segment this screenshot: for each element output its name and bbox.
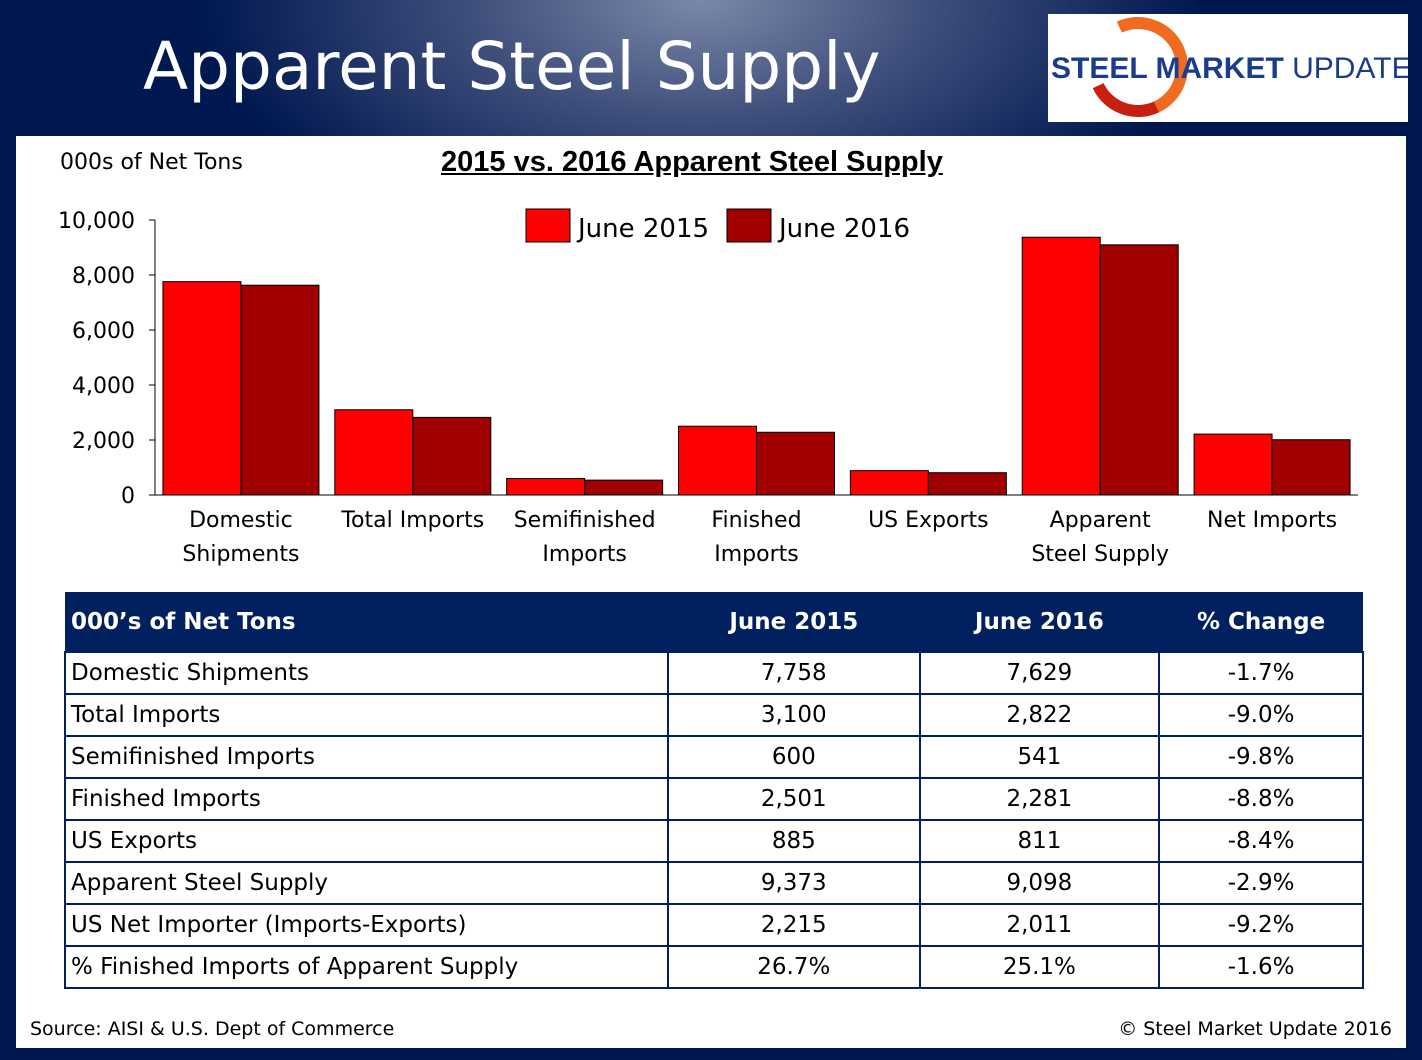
x-tick-label: Net Imports: [1207, 508, 1337, 533]
table-cell: -9.2%: [1158, 903, 1364, 947]
table-cell: 885: [666, 819, 921, 863]
x-tick-label: Domestic: [189, 508, 293, 533]
table-cell: 25.1%: [918, 945, 1161, 989]
table-cell: 7,629: [918, 651, 1161, 695]
chart-title: 2015 vs. 2016 Apparent Steel Supply: [441, 146, 943, 178]
y-tick-label: 8,000: [72, 264, 135, 289]
bar-june-2016: [240, 284, 320, 496]
x-tick-label: Steel Supply: [1031, 542, 1169, 567]
table-cell: US Exports: [64, 819, 669, 863]
table-row: Finished Imports 2,501 2,281 -8.8%: [64, 777, 1364, 821]
x-tick-label: Semifinished: [514, 508, 656, 533]
table-cell: 7,758: [666, 651, 921, 695]
table-cell: US Net Importer (Imports-Exports): [64, 903, 669, 947]
table-cell: -9.0%: [1158, 693, 1364, 737]
column-header: 000’s of Net Tons: [65, 592, 668, 652]
column-header: June 2016: [919, 592, 1160, 652]
source-note: Source: AISI & U.S. Dept of Commerce: [30, 1018, 395, 1040]
table-cell: 2,011: [918, 903, 1161, 947]
y-tick-label: 0: [121, 484, 135, 509]
data-table: 000’s of Net Tons June 2015 June 2016% Cha…: [64, 592, 1364, 989]
table-cell: Apparent Steel Supply: [64, 861, 669, 905]
table-cell: 2,501: [666, 777, 921, 821]
table-row: % Finished Imports of Apparent Supply 26.…: [64, 945, 1364, 989]
bar-june-2016: [756, 431, 835, 496]
table-cell: 2,215: [666, 903, 921, 947]
table-row: US Exports 885 811 -8.4%: [64, 819, 1364, 863]
table-row: Domestic Shipments 7,758 7,629 -1.7%: [64, 651, 1364, 695]
table-cell: 600: [666, 735, 921, 779]
bar-june-2016: [584, 479, 664, 496]
table-row: Total Imports 3,100 2,822 -9.0%: [64, 693, 1364, 737]
x-tick-label: Finished: [711, 508, 801, 533]
table-cell: -8.8%: [1158, 777, 1364, 821]
bar-june-2015: [678, 425, 757, 496]
column-header: % Change: [1159, 592, 1363, 652]
bar-june-2015: [849, 470, 929, 496]
table-cell: Total Imports: [64, 693, 669, 737]
bar-june-2016: [927, 472, 1007, 496]
y-tick-label: 4,000: [72, 374, 135, 399]
x-tick-label: US Exports: [868, 508, 989, 533]
y-axis-label: 000s of Net Tons: [60, 150, 243, 175]
y-tick-label: 10,000: [58, 209, 135, 234]
x-tick-label: Imports: [714, 542, 798, 567]
table-cell: Domestic Shipments: [64, 651, 669, 695]
bar-june-2016: [1099, 244, 1179, 496]
table-cell: 811: [918, 819, 1161, 863]
bar-june-2015: [162, 281, 242, 496]
table-cell: 2,822: [918, 693, 1161, 737]
legend-label: June 2015: [576, 214, 709, 244]
bar-june-2015: [1193, 433, 1273, 496]
bar-june-2015: [334, 409, 414, 496]
x-tick-label: Shipments: [182, 542, 299, 567]
y-tick-label: 2,000: [72, 429, 135, 454]
table-cell: -9.8%: [1158, 735, 1364, 779]
bar-june-2015: [506, 478, 586, 496]
content-panel: 000s of Net Tons 2015 vs. 2016 Apparent …: [16, 136, 1406, 1048]
table-cell: Semifinished Imports: [64, 735, 669, 779]
table-cell: 3,100: [666, 693, 921, 737]
table-cell: -1.7%: [1158, 651, 1364, 695]
table-cell: Finished Imports: [64, 777, 669, 821]
bar-june-2015: [1021, 236, 1101, 496]
table-row: Apparent Steel Supply 9,373 9,098 -2.9%: [64, 861, 1364, 905]
table-cell: -2.9%: [1158, 861, 1364, 905]
x-tick-label: Imports: [542, 542, 626, 567]
column-header: June 2015: [667, 592, 920, 652]
page-title: Apparent Steel Supply: [143, 28, 881, 105]
table-cell: -8.4%: [1158, 819, 1364, 863]
bar-chart: 0 2,000 4,000 6,000 8,000 10,000 Domestic Shipm…: [58, 208, 1358, 567]
y-tick-label: 6,000: [72, 319, 135, 344]
copyright: © Steel Market Update 2016: [1118, 1018, 1392, 1040]
table-cell: 9,373: [666, 861, 921, 905]
legend-swatch: [726, 208, 772, 243]
table-cell: 541: [918, 735, 1161, 779]
table-cell: 2,281: [918, 777, 1161, 821]
table-row: Semifinished Imports 600 541 -9.8%: [64, 735, 1364, 779]
bar-june-2016: [1271, 439, 1351, 496]
bar-june-2016: [412, 416, 492, 496]
table-cell: % Finished Imports of Apparent Supply: [64, 945, 669, 989]
legend-swatch: [525, 208, 571, 243]
table-row: US Net Importer (Imports-Exports) 2,215 2,…: [64, 903, 1364, 947]
x-tick-label: Total Imports: [340, 508, 484, 533]
legend-label: June 2016: [777, 214, 910, 244]
table-cell: -1.6%: [1158, 945, 1364, 989]
table-cell: 9,098: [918, 861, 1161, 905]
x-tick-label: Apparent: [1050, 508, 1152, 533]
steel-market-update-logo: STEEL MARKET UPDATE: [1048, 14, 1408, 122]
table-cell: 26.7%: [666, 945, 921, 989]
